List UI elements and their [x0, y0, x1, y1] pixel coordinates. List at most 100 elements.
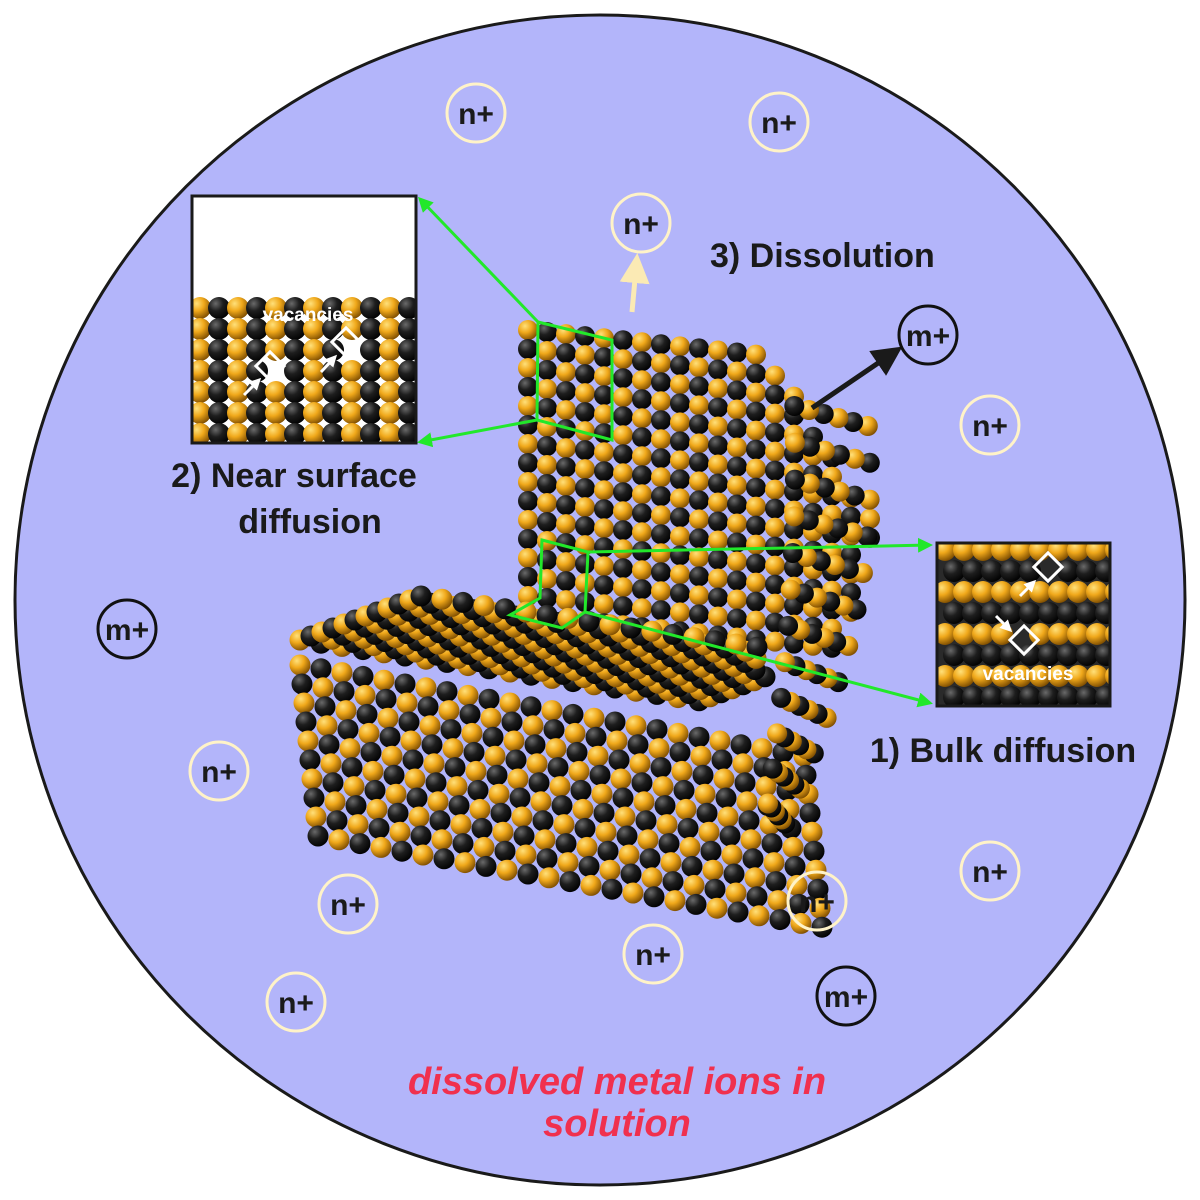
dark-atom	[943, 560, 965, 582]
gold-atom	[664, 890, 686, 912]
gold-atom	[316, 715, 338, 737]
gold-atom	[537, 455, 557, 475]
dark-atom	[360, 297, 382, 319]
dark-atom	[788, 893, 810, 915]
dark-atom	[360, 423, 382, 443]
gold-atom	[599, 859, 621, 881]
dark-atom	[670, 469, 690, 490]
dark-atom	[765, 871, 787, 893]
dark-atom	[700, 840, 722, 862]
gold-atom	[341, 318, 363, 340]
vacancy-marker	[1007, 623, 1041, 657]
n-ion: n+	[786, 870, 848, 932]
gold-atom	[708, 454, 728, 475]
gold-atom	[576, 836, 598, 858]
gold-atom	[328, 829, 350, 851]
dark-atom	[859, 452, 880, 473]
dark-atom	[246, 297, 268, 319]
gold-atom	[484, 745, 506, 767]
dark-atom	[322, 402, 344, 424]
gold-atom	[805, 859, 827, 881]
gold-atom	[518, 434, 538, 454]
dark-atom	[1038, 686, 1060, 706]
dark-atom	[727, 901, 749, 923]
dark-atom	[208, 381, 230, 403]
dark-atom	[333, 681, 355, 703]
dark-atom	[246, 381, 268, 403]
dark-atom	[651, 524, 671, 545]
ion-label: n+	[201, 756, 237, 789]
gold-atom	[613, 425, 633, 446]
dark-atom	[746, 553, 766, 574]
gold-atom	[343, 776, 365, 798]
gold-atom	[1067, 623, 1089, 645]
dark-atom	[556, 343, 576, 364]
gold-atom	[698, 821, 720, 843]
dark-atom	[575, 516, 595, 537]
dark-atom	[410, 585, 432, 607]
ion-label: m+	[906, 320, 950, 353]
gold-atom	[758, 793, 778, 814]
gold-atom	[786, 874, 808, 896]
dark-atom	[402, 749, 424, 771]
gold-atom	[708, 568, 728, 589]
dark-atom	[284, 318, 306, 340]
gold-atom	[518, 510, 538, 530]
dark-atom	[1000, 560, 1022, 582]
gold-atom	[594, 404, 614, 425]
gold-atom	[265, 339, 287, 361]
gold-atom	[765, 403, 785, 424]
vacancy-arrow	[994, 614, 1013, 633]
gold-atom	[575, 421, 595, 442]
near-surface-inset: vacancies	[190, 194, 418, 445]
gold-atom	[594, 594, 614, 615]
dark-atom	[635, 810, 657, 832]
dark-atom	[501, 711, 523, 733]
gold-atom	[713, 768, 735, 790]
dark-atom	[829, 444, 850, 465]
n-ion: n+	[748, 91, 810, 153]
dark-atom	[651, 562, 671, 583]
dark-atom	[738, 810, 760, 832]
dark-atom	[398, 339, 416, 361]
m-ion: m+	[96, 598, 158, 660]
dark-atom	[689, 490, 709, 511]
gold-atom	[670, 450, 690, 471]
gold-atom	[953, 665, 975, 687]
dark-atom	[575, 478, 595, 499]
dark-atom	[555, 833, 577, 855]
gold-atom	[320, 753, 342, 775]
dark-atom	[708, 435, 728, 456]
dark-atom	[349, 833, 371, 855]
dark-atom	[632, 579, 652, 600]
dark-atom	[303, 787, 325, 809]
gold-atom	[575, 459, 595, 480]
gold-atom	[610, 768, 632, 790]
dark-atom	[375, 688, 397, 710]
dark-atom	[284, 381, 306, 403]
dark-atom	[398, 381, 416, 403]
dark-atom	[520, 696, 542, 718]
dark-atom	[518, 491, 538, 511]
dark-atom	[528, 772, 550, 794]
gold-atom	[473, 836, 495, 858]
dark-atom	[782, 543, 803, 563]
dark-atom	[429, 810, 451, 832]
gold-atom	[412, 844, 434, 866]
dark-atom	[708, 587, 728, 608]
gold-atom	[580, 874, 602, 896]
gold-atom	[1048, 665, 1070, 687]
dark-atom	[765, 460, 785, 481]
dark-atom	[593, 802, 615, 824]
dark-atom	[742, 848, 764, 870]
gold-atom	[765, 441, 785, 462]
dark-atom	[799, 436, 820, 457]
gold-atom	[556, 438, 576, 459]
gold-atom	[1086, 543, 1108, 561]
dark-atom	[310, 658, 332, 680]
dark-atom	[670, 431, 690, 452]
dark-atom	[799, 802, 821, 824]
dark-atom	[578, 611, 600, 633]
gold-atom	[708, 416, 728, 437]
gold-atom	[1067, 581, 1089, 603]
